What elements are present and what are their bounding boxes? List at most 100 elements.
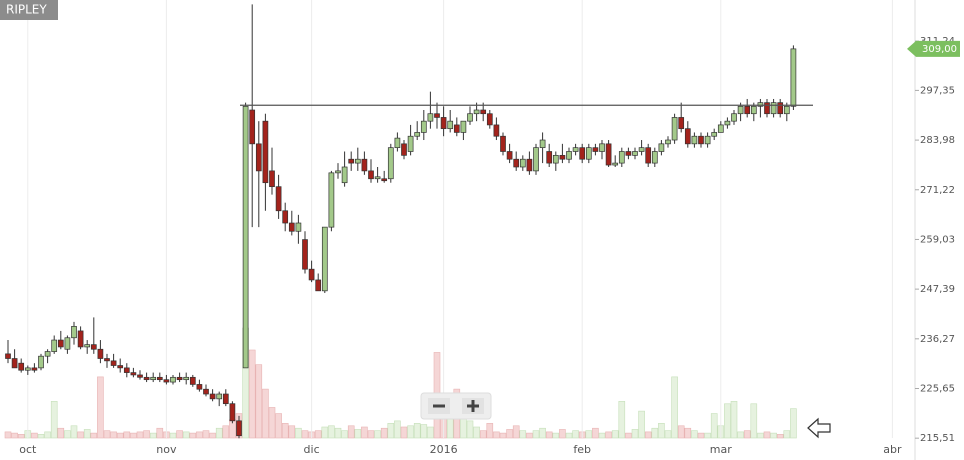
volume-bar xyxy=(506,429,513,439)
candle-body xyxy=(176,376,183,381)
candle-body xyxy=(599,143,605,152)
volume-bar xyxy=(493,431,500,439)
volume-bar xyxy=(334,427,342,439)
candle-body xyxy=(671,117,678,141)
volume-bar xyxy=(592,427,599,439)
volume-bar xyxy=(341,430,348,439)
candle-body xyxy=(328,172,335,228)
volume-bar xyxy=(413,423,421,439)
volume-bar xyxy=(37,434,45,439)
candle-body xyxy=(84,344,91,348)
volume-bar xyxy=(314,430,322,439)
candle-body xyxy=(638,147,645,152)
candle-body xyxy=(691,135,698,145)
volume-bar xyxy=(31,432,38,439)
candle-body xyxy=(783,105,790,115)
volume-bar xyxy=(268,407,276,439)
candle-body xyxy=(163,379,170,383)
last-price-label: 309,00 xyxy=(922,44,957,55)
candle-body xyxy=(579,147,586,160)
volume-bar xyxy=(202,430,210,439)
candle-body xyxy=(104,358,110,362)
volume-bar xyxy=(611,430,619,439)
volume-bar xyxy=(519,430,527,439)
candle-body xyxy=(572,147,579,152)
candle-body xyxy=(196,384,203,390)
candle-body xyxy=(222,393,229,405)
y-tick-label: 225,65 xyxy=(920,384,955,395)
volume-bar xyxy=(262,388,269,439)
volume-bar xyxy=(130,432,137,439)
candle-body xyxy=(368,170,374,180)
volume-bar xyxy=(724,403,731,439)
volume-bar xyxy=(149,432,157,439)
candle-body xyxy=(526,158,533,172)
volume-bar xyxy=(77,431,84,439)
candle-body xyxy=(150,376,157,381)
candle-body xyxy=(374,176,381,180)
y-tick-label: 271,22 xyxy=(920,185,955,196)
candle-body xyxy=(420,120,427,133)
candle-body xyxy=(394,137,401,149)
volume-bar xyxy=(572,430,579,439)
candle-body xyxy=(216,393,223,400)
candle-body xyxy=(295,222,302,232)
candle-body xyxy=(308,268,315,281)
candle-body xyxy=(381,178,388,182)
candle-body xyxy=(447,120,454,130)
candle-body xyxy=(618,151,625,164)
volume-bar xyxy=(394,420,401,439)
candle-body xyxy=(500,135,506,152)
grid-layer xyxy=(27,0,893,438)
volume-bar xyxy=(658,423,665,439)
candle-body xyxy=(335,170,341,174)
volume-bar xyxy=(57,427,65,439)
candle-body xyxy=(11,358,18,369)
volume-bar xyxy=(50,401,58,439)
candle-body xyxy=(249,109,256,145)
x-tick-label: 2016 xyxy=(430,443,458,456)
volume-bar xyxy=(605,431,612,439)
candle-body xyxy=(473,109,480,115)
volume-bar xyxy=(83,429,91,439)
candle-body xyxy=(750,105,757,115)
candle-body xyxy=(321,226,328,292)
volume-bar xyxy=(625,432,632,439)
candle-body xyxy=(658,143,665,152)
candle-body xyxy=(117,365,124,369)
candle-body xyxy=(407,135,414,152)
volume-bar xyxy=(552,432,560,439)
volume-bar xyxy=(321,426,329,439)
candle-body xyxy=(684,128,691,145)
volume-bar xyxy=(90,432,98,439)
volume-bar xyxy=(638,410,645,439)
volume-bar xyxy=(783,430,791,439)
volume-bar xyxy=(526,432,533,439)
candle-body xyxy=(130,372,137,376)
title-box xyxy=(0,0,58,20)
x-tick-label: dic xyxy=(304,443,320,456)
candle-body xyxy=(64,337,71,350)
candle-body xyxy=(506,151,513,160)
volume-bar xyxy=(671,376,678,439)
volume-bar xyxy=(64,430,71,439)
candle-layer xyxy=(5,4,797,439)
candle-body xyxy=(354,158,361,164)
y-tick-label: 247,39 xyxy=(920,284,955,295)
candle-body xyxy=(533,147,539,172)
volume-bar xyxy=(136,431,144,439)
candle-body xyxy=(387,147,394,180)
volume-bar xyxy=(248,349,256,439)
scroll-latest-button[interactable] xyxy=(807,417,831,439)
volume-bar xyxy=(651,427,659,439)
volume-bar xyxy=(209,432,216,439)
volume-bar xyxy=(110,431,117,439)
volume-bar xyxy=(684,427,692,439)
volume-bar xyxy=(116,432,124,439)
candle-body xyxy=(183,376,190,381)
candle-body xyxy=(467,113,473,122)
volume-bar xyxy=(737,431,744,439)
volume-bar xyxy=(295,427,302,439)
volume-bar xyxy=(123,431,131,439)
